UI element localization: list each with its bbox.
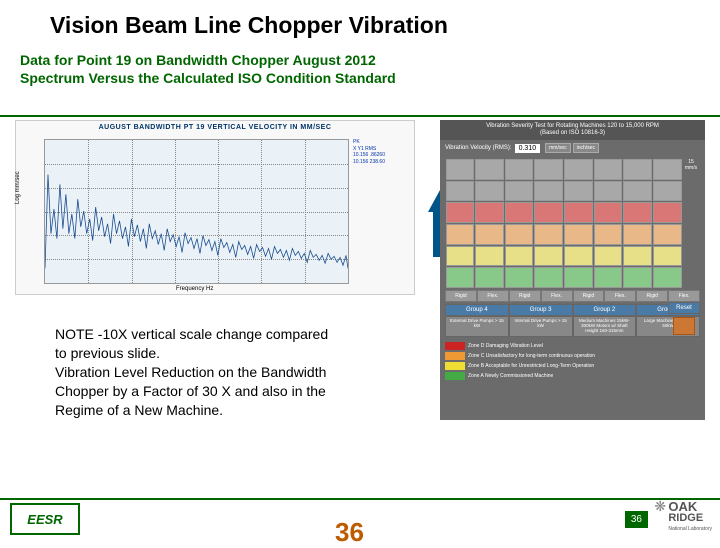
partial-slide-number: 36 [335, 517, 364, 548]
iso-severity-panel: Vibration Severity Test for Rotating Mac… [440, 120, 705, 420]
page-number-badge: 36 [625, 511, 648, 528]
unit-inch-button[interactable]: inch/sec [573, 143, 599, 153]
iso-zone-legend: Zone D Damaging Vibration LevelZone C Un… [445, 341, 700, 381]
note-text: NOTE -10X vertical scale change compared… [55, 325, 330, 419]
leaf-icon: ❋ [654, 498, 666, 514]
velocity-input[interactable]: 0.310 [515, 144, 541, 153]
iso-group-descriptions: External Drive Pumps > 15 kWInternal Dri… [445, 316, 700, 337]
iso-reset-area: Reset [668, 302, 700, 338]
iso-velocity-row: Vibration Velocity (RMS): 0.310 mm/sec i… [440, 140, 705, 156]
content-area: AUGUST BANDWIDTH PT 19 VERTICAL VELOCITY… [15, 120, 705, 480]
chart-y-axis-label: Log mm/sec [15, 171, 21, 204]
iso-severity-grid: 15 mm/s [445, 158, 700, 288]
footer: EESR 36 36 ❋ OAK RIDGE National Laborato… [0, 490, 720, 540]
divider-bottom [0, 498, 720, 500]
spectrum-line [45, 140, 348, 283]
chart-plot-area [44, 139, 349, 284]
subtitle-line-1: Data for Point 19 on Bandwidth Chopper A… [20, 51, 720, 69]
oak-ridge-logo: ❋ OAK RIDGE National Laboratory [654, 499, 712, 532]
slide-title: Vision Beam Line Chopper Vibration [0, 0, 720, 39]
eesr-logo: EESR [10, 503, 80, 535]
iso-group-headers: Group 4Group 3Group 2Group 1 [445, 304, 700, 316]
subtitle-line-2: Spectrum Versus the Calculated ISO Condi… [20, 69, 720, 87]
chart-legend: PK X Y1 RMS 10.156 .86260 10.156 238.60 [353, 139, 411, 165]
chart-title: AUGUST BANDWIDTH PT 19 VERTICAL VELOCITY… [16, 121, 414, 134]
chart-x-axis-label: Frequency Hz [176, 286, 213, 292]
iso-header: Vibration Severity Test for Rotating Mac… [440, 120, 705, 140]
reset-button[interactable]: Reset [668, 302, 700, 314]
unit-mm-button[interactable]: mm/sec [545, 143, 571, 153]
iso-foundation-row: RigidFlex.RigidFlex.RigidFlex.RigidFlex. [445, 290, 700, 302]
spectrum-chart: AUGUST BANDWIDTH PT 19 VERTICAL VELOCITY… [15, 120, 415, 295]
camera-icon[interactable] [673, 317, 695, 335]
divider-top [0, 115, 720, 117]
slide-subtitle: Data for Point 19 on Bandwidth Chopper A… [0, 39, 720, 87]
